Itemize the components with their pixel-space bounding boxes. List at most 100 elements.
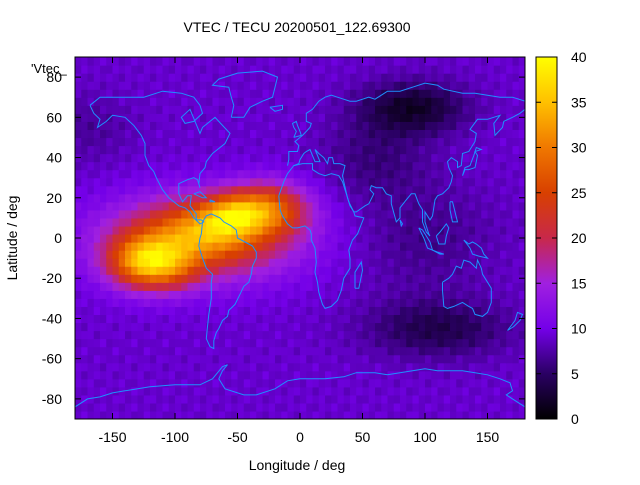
heatmap-cell [87,113,95,122]
heatmap-cell [256,121,264,130]
heatmap-cell [200,201,207,211]
heatmap-cell [75,65,82,74]
heatmap-cell [400,290,407,299]
heatmap-cell [368,161,376,171]
heatmap-cell [268,290,276,299]
heatmap-cell [406,121,414,130]
heatmap-cell [168,282,176,291]
heatmap-cell [500,129,507,139]
heatmap-cell [437,161,445,171]
heatmap-cell [137,185,145,195]
heatmap-cell [243,338,251,348]
heatmap-cell [343,129,351,139]
heatmap-cell [137,65,145,74]
heatmap-cell [281,386,289,396]
heatmap-cell [450,89,457,98]
heatmap-cell [218,394,226,404]
heatmap-cell [162,266,170,275]
heatmap-cell [406,193,414,203]
heatmap-cell [262,290,270,299]
heatmap-cell [243,258,251,267]
heatmap-cell [512,354,520,364]
heatmap-cell [200,145,207,155]
heatmap-cell [506,225,514,235]
heatmap-cell [393,193,401,203]
heatmap-cell [93,282,101,291]
heatmap-cell [312,282,320,291]
heatmap-cell [368,153,376,163]
heatmap-cell [181,89,189,98]
heatmap-cell [193,362,201,372]
heatmap-cell [212,129,220,139]
heatmap-cell [300,201,307,211]
heatmap-cell [487,121,495,130]
heatmap-cell [287,386,295,396]
heatmap-cell [168,242,176,251]
heatmap-cell [381,97,389,106]
heatmap-cell [300,354,307,364]
heatmap-cell [287,201,295,211]
heatmap-layer [75,57,525,419]
heatmap-cell [193,145,201,155]
heatmap-cell [493,209,501,219]
heatmap-cell [506,386,514,396]
heatmap-cell [206,81,214,90]
heatmap-cell [106,370,114,380]
heatmap-cell [418,386,426,396]
heatmap-cell [393,209,401,219]
heatmap-cell [293,250,301,259]
heatmap-cell [156,370,164,380]
heatmap-cell [218,177,226,187]
heatmap-cell [225,97,232,106]
heatmap-cell [137,81,145,90]
heatmap-cell [337,410,345,419]
coastline [462,146,483,176]
heatmap-cell [287,73,295,82]
heatmap-cell [168,65,176,74]
heatmap-cell [493,298,501,307]
heatmap-cell [112,330,120,340]
heatmap-cell [200,362,207,372]
heatmap-cell [356,121,364,130]
heatmap-cell [431,129,439,139]
heatmap-cell [400,330,407,340]
heatmap-cell [87,362,95,372]
heatmap-cell [125,113,132,122]
heatmap-cell [500,258,507,267]
heatmap-cell [362,193,370,203]
heatmap-cell [431,57,439,66]
heatmap-cell [168,113,176,122]
heatmap-cell [362,298,370,307]
heatmap-cell [237,89,245,98]
heatmap-cell [212,89,220,98]
heatmap-cell [481,233,489,243]
heatmap-cell [143,225,151,235]
heatmap-cell [500,57,507,66]
heatmap-cell [318,193,326,203]
heatmap-cell [387,266,395,275]
heatmap-cell [193,322,201,332]
heatmap-cell [306,394,314,404]
y-tick-label: 0 [54,230,62,246]
heatmap-cell [500,233,507,243]
heatmap-cell [518,378,525,388]
heatmap-cell [131,169,139,179]
heatmap-cell [206,250,214,259]
heatmap-cell [381,290,389,299]
heatmap-cell [350,266,357,275]
heatmap-cell [100,378,107,388]
heatmap-cell [243,290,251,299]
heatmap-cell [75,137,82,147]
heatmap-cell [450,185,457,195]
heatmap-cell [118,137,126,147]
heatmap-cell [187,306,195,316]
heatmap-cell [281,338,289,348]
heatmap-cell [168,137,176,147]
heatmap-cell [93,169,101,179]
heatmap-cell [462,410,470,419]
heatmap-cell [293,362,301,372]
heatmap-cell [462,217,470,227]
heatmap-cell [256,250,264,259]
heatmap-cell [331,410,339,419]
heatmap-cell [518,105,525,114]
